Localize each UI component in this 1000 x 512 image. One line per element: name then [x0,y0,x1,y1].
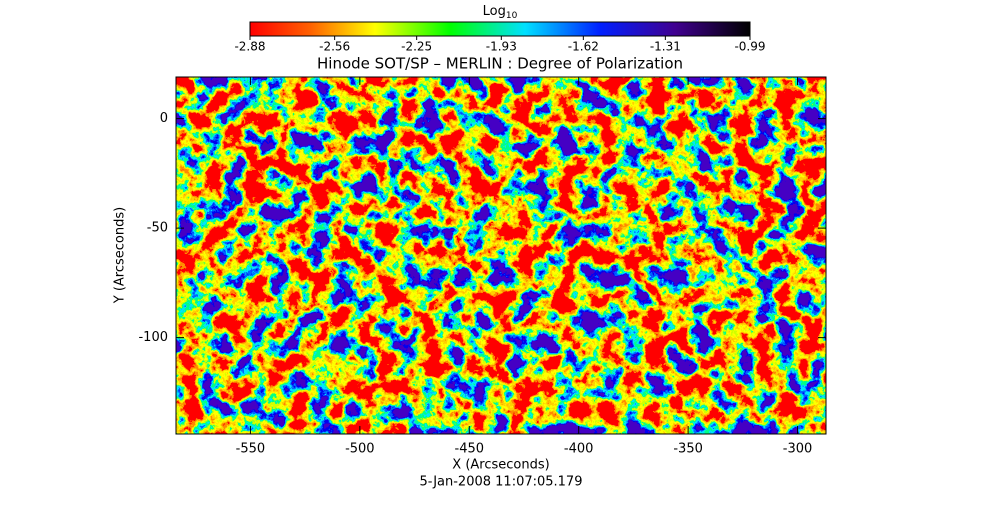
colorbar-tick-label: -1.31 [650,40,681,54]
colorbar-tick-label: -2.56 [319,40,350,54]
x-tick-label: -500 [345,442,375,457]
plot-frame [175,76,827,435]
x-tick-label: -450 [455,442,485,457]
colorbar-label-subscript: 10 [506,11,518,21]
colorbar-tick-label: -2.88 [234,40,265,54]
colorbar-tick-label: -2.25 [401,40,432,54]
x-tick-label: -400 [564,442,594,457]
x-axis-label: X (Arcseconds) [452,458,549,473]
x-tick-label: -550 [236,442,266,457]
x-tick-label: -350 [673,442,703,457]
colorbar-label: Log10 [483,4,518,21]
polarization-map [176,77,826,434]
colorbar [249,21,751,37]
colorbar-tick-label: -1.62 [568,40,599,54]
y-tick-label: -50 [147,221,168,236]
x-tick-label: -300 [783,442,813,457]
colorbar-tick-label: -0.99 [734,40,765,54]
y-tick-label: -100 [138,330,168,345]
colorbar-tick-label: -1.93 [486,40,517,54]
date-label: 5-Jan-2008 11:07:05.179 [420,475,583,490]
colorbar-label-base: Log [483,4,506,19]
y-tick-label: 0 [160,111,168,126]
chart-title: Hinode SOT/SP – MERLIN : Degree of Polar… [317,55,683,73]
y-axis-label: Y (Arcseconds) [113,207,128,304]
